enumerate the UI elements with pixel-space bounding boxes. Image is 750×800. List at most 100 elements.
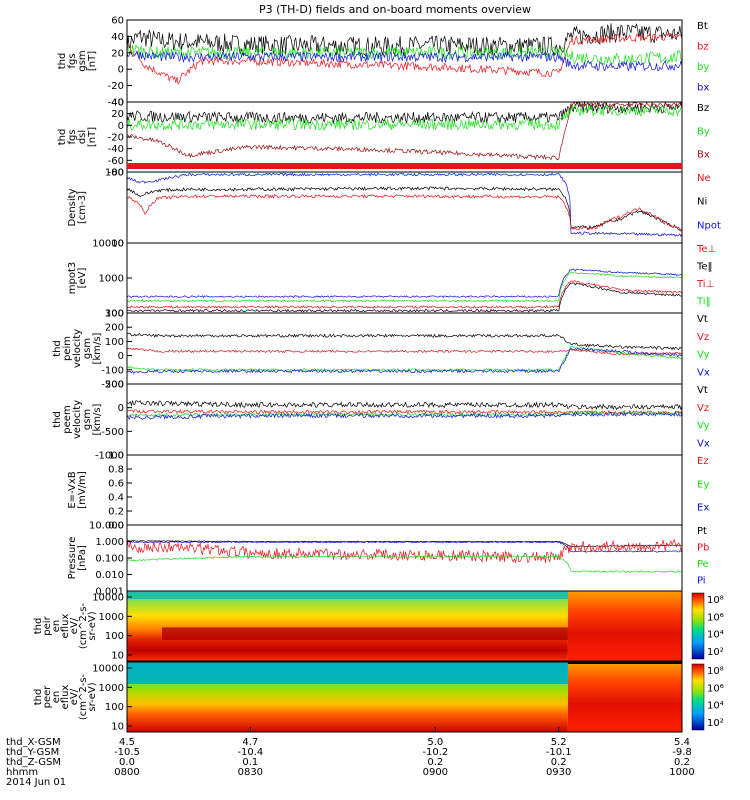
panel-4-series-green — [126, 271, 683, 303]
legend-Te⊥: Te⊥ — [696, 244, 716, 255]
panel-4-series-blue — [126, 268, 683, 299]
y-axis-label: Pressure[nPa] — [67, 537, 88, 580]
colorbar-label: 10² — [707, 647, 724, 658]
colorbar-label: 10⁶ — [707, 683, 724, 694]
y-axis-label: Density[cm-3] — [67, 188, 88, 226]
spectrogram-1: 10000 1000 100 10 thdpeirenefluxeV/(cm^2-s-s… — [33, 590, 724, 662]
x-tick-label: 0900 — [423, 767, 448, 778]
y-tick-label: 100 — [105, 631, 124, 642]
y-tick-label: 10 — [111, 239, 124, 250]
y-tick-label: 10000 — [92, 239, 124, 250]
colorbar-label: 10⁶ — [707, 612, 724, 623]
y-axis-label: thdfgsgsm[nT] — [57, 50, 98, 71]
panel-frame — [126, 383, 683, 456]
legend-Te‖: Te‖ — [696, 262, 713, 273]
legend-Ni: Ni — [697, 197, 707, 208]
panel-7: 1.0 0.8 0.6 0.4 0.2 0.0 E=-VxB[mV/m] Ez Ey Ex — [67, 451, 709, 532]
legend-Ey: Ey — [697, 479, 709, 490]
x-row-label: thd_Y-GSM — [6, 747, 59, 758]
colorbar-label: 10⁸ — [707, 595, 724, 606]
legend-Vt: Vt — [697, 314, 708, 325]
y-tick-label: 40 — [111, 98, 124, 109]
y-axis-label: thdpeirenefluxeV/(cm^2-s-sr-eV) — [33, 602, 98, 649]
panel-5-series-black — [126, 332, 683, 351]
panel-5: 300 200 100 0 -100 -200 thdpeimvelocitygsm[km/… — [52, 309, 710, 391]
panel-3-series-black — [126, 186, 683, 231]
y-tick-label: 20 — [111, 109, 124, 120]
panel-5-series-green — [126, 345, 683, 372]
panel-8-series-black — [126, 540, 683, 548]
x-tick-label: 0.1 — [242, 757, 258, 768]
y-tick-label: -20 — [108, 133, 124, 144]
legend-Pi: Pi — [697, 576, 706, 587]
y-tick-label: 0 — [118, 121, 124, 132]
x-tick-label: 0.2 — [674, 757, 690, 768]
y-tick-label: 40 — [111, 32, 124, 43]
legend-Pe: Pe — [697, 559, 709, 570]
legend-Ti‖: Ti‖ — [696, 297, 711, 308]
y-tick-label: 0.010 — [95, 570, 124, 581]
y-tick-label: 10000 — [92, 664, 124, 675]
y-tick-label: 1000 — [99, 612, 124, 623]
y-tick-label: 10000 — [92, 593, 124, 604]
y-tick-label: -80 — [108, 168, 124, 179]
x-row-label: thd_X-GSM — [6, 737, 61, 748]
panel-2-series-black — [126, 100, 683, 125]
x-tick-label: -10.5 — [114, 747, 140, 758]
legend-Ne: Ne — [697, 173, 711, 184]
panel-frame — [126, 454, 683, 526]
colorbar — [691, 592, 705, 660]
spectrogram-fill-late — [567, 662, 682, 732]
panel-1-series-blue — [126, 50, 683, 72]
colorbar — [691, 663, 705, 731]
y-tick-label: -40 — [108, 144, 124, 155]
y-tick-label: 300 — [105, 309, 124, 320]
y-tick-label: 500 — [105, 380, 124, 391]
panel-8-series-red — [126, 537, 683, 564]
colorbar-label: 10² — [707, 718, 724, 729]
y-tick-label: -20 — [108, 81, 124, 92]
y-tick-label: 0.001 — [95, 587, 124, 598]
x-tick-label: 0.2 — [551, 757, 567, 768]
y-tick-label: 200 — [105, 323, 124, 334]
panel-6: 500 0 -500 -1000 thdpeemvelocitygsm[km/s] Vt V… — [52, 380, 710, 462]
red-status-bar — [127, 163, 682, 169]
spectrogram-frame — [126, 661, 683, 733]
y-tick-label: 10.000 — [89, 521, 124, 532]
panel-frame — [126, 312, 683, 385]
legend-Ez: Ez — [697, 456, 709, 467]
y-tick-label: 0 — [118, 65, 124, 76]
legend-Ti⊥: Ti⊥ — [696, 279, 714, 290]
colorbar-label: 10⁴ — [707, 701, 724, 712]
panel-8-series-green — [126, 555, 683, 573]
legend-Vt: Vt — [697, 385, 708, 396]
y-axis-label: E=-VxB[mV/m] — [67, 471, 88, 509]
legend-Vy: Vy — [697, 350, 710, 361]
y-tick-label: 60 — [111, 16, 124, 27]
y-axis-label: thdpeemvelocitygsm[km/s] — [52, 400, 103, 439]
panel-3-series-blue — [126, 172, 683, 237]
panel-4-series-black — [126, 282, 683, 313]
panel-4-series-red — [126, 280, 683, 309]
x-axis: thd_X-GSM 4.5 4.7 5.0 5.2 5.4 thd_Y-GSM -10.5 -1… — [6, 727, 695, 788]
x-tick-label: 4.7 — [242, 737, 258, 748]
y-axis-label: thdpeerenefluxeV/(cm^2-s-sr-eV) — [33, 673, 98, 720]
legend-Ex: Ex — [697, 503, 709, 514]
colorbar-label: 10⁴ — [707, 630, 724, 641]
legend-by: by — [697, 62, 709, 73]
x-tick-label: 1000 — [669, 767, 694, 778]
y-tick-label: 10 — [111, 651, 124, 662]
legend-Bt: Bt — [697, 21, 708, 32]
spectrogram-2: 10000 1000 100 10 thdpeerenefluxeV/(cm^2-s-s… — [33, 661, 724, 733]
panel-5-series-red — [126, 347, 683, 356]
panel-frame — [126, 101, 683, 173]
panel-1-series-black — [126, 23, 683, 57]
colorbar-label: 10⁸ — [707, 666, 724, 677]
legend-Vz: Vz — [697, 403, 709, 414]
panel-6-series-blue — [126, 411, 683, 421]
y-tick-label: 0.2 — [108, 507, 124, 518]
y-tick-label: 0.4 — [108, 493, 124, 504]
legend-Npot: Npot — [697, 220, 721, 231]
spectrogram-frame — [126, 590, 683, 662]
